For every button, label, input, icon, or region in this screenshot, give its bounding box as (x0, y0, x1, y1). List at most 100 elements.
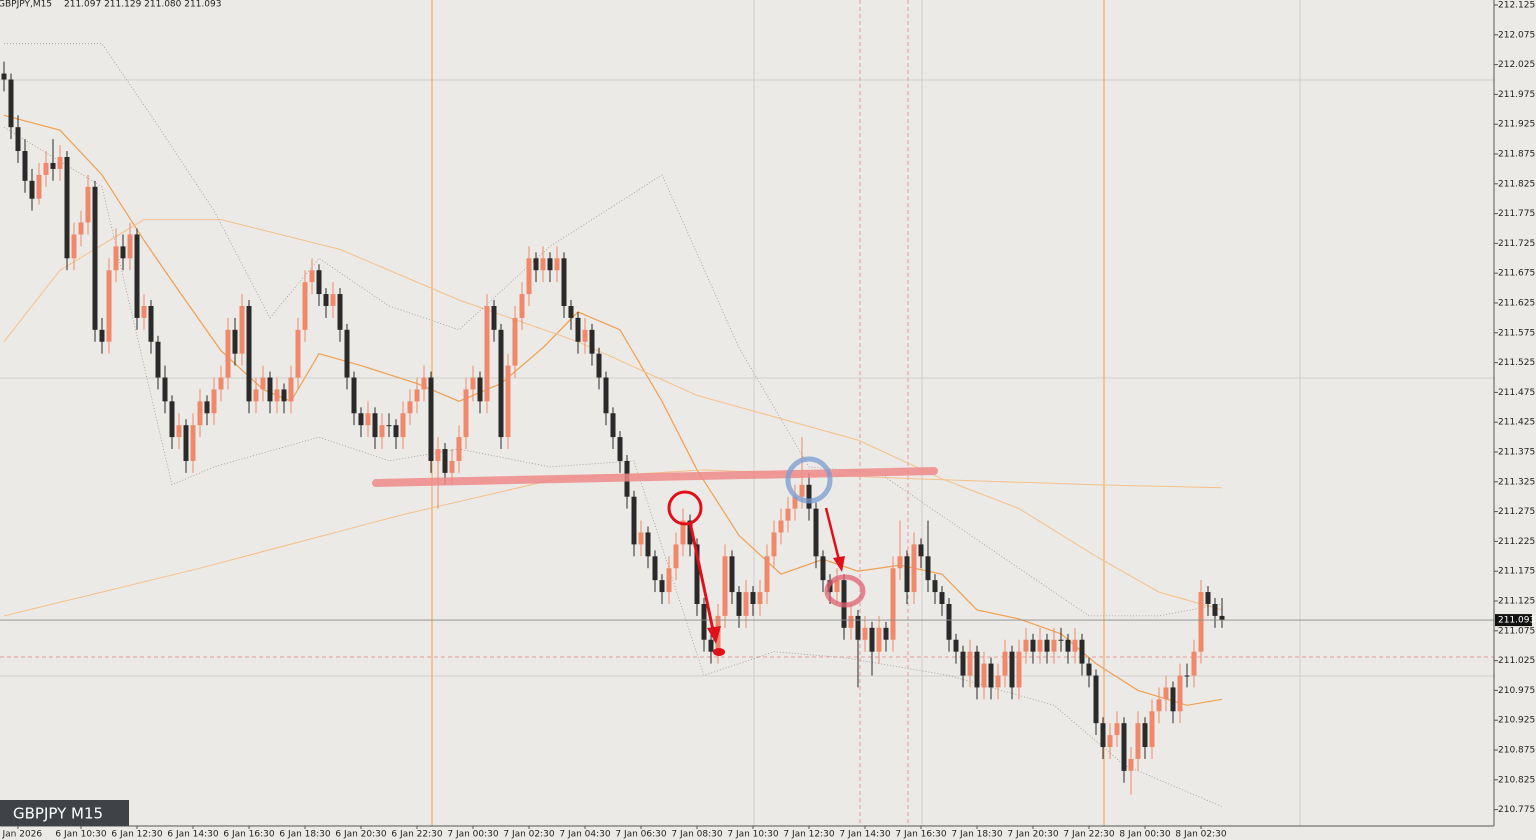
candle-body (498, 329, 504, 438)
candle-body (932, 580, 938, 593)
candle-body (918, 544, 924, 557)
candle-body (1142, 723, 1148, 748)
candle-body (106, 270, 112, 342)
candle-body (1086, 663, 1092, 676)
x-tick-label: 7 Jan 18:30 (951, 830, 1003, 840)
candle-body (393, 425, 399, 438)
candle-body (358, 413, 364, 426)
candle-body (708, 639, 714, 652)
candle-body (309, 270, 315, 283)
y-tick-label: 210.775 (1498, 805, 1535, 815)
candle-body (666, 568, 672, 593)
x-tick-label: 7 Jan 02:30 (503, 830, 555, 840)
candle-body (1030, 639, 1036, 652)
candle-body (512, 317, 518, 366)
candle-body (890, 568, 896, 640)
candle-body (1093, 675, 1099, 724)
x-tick-label: 7 Jan 14:30 (839, 830, 891, 840)
y-tick-label: 211.875 (1498, 150, 1535, 160)
arrow-head (833, 556, 845, 572)
candle-body (1205, 592, 1211, 604)
candle-body (792, 496, 798, 509)
candle-body (99, 329, 105, 342)
y-tick-label: 211.625 (1498, 299, 1535, 309)
candle-body (351, 377, 357, 414)
candle-body (645, 532, 651, 557)
candle-body (925, 556, 931, 581)
drawn-level (372, 467, 938, 487)
candle-body (974, 651, 980, 688)
y-tick-label: 212.025 (1498, 60, 1535, 70)
candle-body (456, 437, 462, 461)
candle-body (1156, 699, 1162, 712)
candle-body (50, 162, 56, 169)
candle-body (680, 520, 686, 545)
candle-body (960, 651, 966, 676)
candle-body (610, 413, 616, 438)
candle-body (519, 294, 525, 318)
candle-body (302, 282, 308, 330)
candle-body (295, 329, 301, 378)
candle-body (876, 627, 882, 652)
x-tick-label: 7 Jan 08:30 (671, 830, 723, 840)
indicator-line (3, 219, 1223, 611)
drawn-circle (824, 574, 866, 608)
candle-body (995, 675, 1001, 688)
candle-body (372, 413, 378, 438)
candle-body (526, 258, 532, 295)
candle-body (246, 305, 252, 402)
candle-body (260, 377, 266, 390)
candle-body (281, 389, 287, 402)
candle-body (1065, 639, 1071, 652)
candle-body (239, 305, 245, 354)
candle-body (736, 592, 742, 616)
candle-body (204, 401, 210, 414)
candle-body (1149, 711, 1155, 748)
candle-body (1016, 651, 1022, 688)
candle-body (379, 425, 385, 438)
candle-body (757, 592, 763, 604)
x-tick-label: 6 Jan 22:30 (391, 830, 443, 840)
candle-body (57, 156, 63, 169)
candle-body (169, 401, 175, 438)
candle-body (1037, 639, 1043, 652)
y-tick-label: 211.475 (1498, 388, 1535, 398)
candle-body (407, 401, 413, 414)
candle-body (400, 413, 406, 438)
y-tick-label: 211.425 (1498, 418, 1535, 428)
candle-body (225, 329, 231, 378)
candle-body (442, 449, 448, 473)
y-tick-label: 211.175 (1498, 567, 1535, 577)
indicator-line (4, 43, 1223, 617)
x-tick-label: 6 Jan 16:30 (223, 830, 275, 840)
candle-body (148, 305, 154, 342)
candle-body (1170, 687, 1176, 712)
candle-body (981, 663, 987, 688)
y-tick-label: 210.925 (1498, 716, 1535, 726)
candle-body (904, 556, 910, 593)
candle-body (421, 377, 427, 390)
candle-body (652, 556, 658, 581)
candle-body (603, 377, 609, 414)
x-tick-label: 6 Jan 18:30 (279, 830, 331, 840)
candle-body (470, 377, 476, 390)
candle-body (568, 305, 574, 318)
y-tick-label: 211.275 (1498, 507, 1535, 517)
arrow-head (707, 626, 721, 644)
candle-body (631, 496, 637, 545)
candle-body (561, 258, 567, 306)
candle-body (659, 580, 665, 593)
candle-body (778, 520, 784, 533)
price-tag (1495, 614, 1532, 627)
price-tag-label: 211.093 (1498, 616, 1535, 626)
x-tick-label: 8 Jan 02:30 (1175, 830, 1227, 840)
x-tick-label: 7 Jan 06:30 (615, 830, 667, 840)
candle-body (967, 651, 973, 676)
candle-body (547, 258, 553, 271)
candle-body (946, 603, 952, 640)
candle-body (1121, 723, 1127, 771)
candle-body (1177, 675, 1183, 712)
candle-body (218, 377, 224, 390)
candle-body (435, 449, 441, 461)
candle-body (799, 484, 805, 497)
